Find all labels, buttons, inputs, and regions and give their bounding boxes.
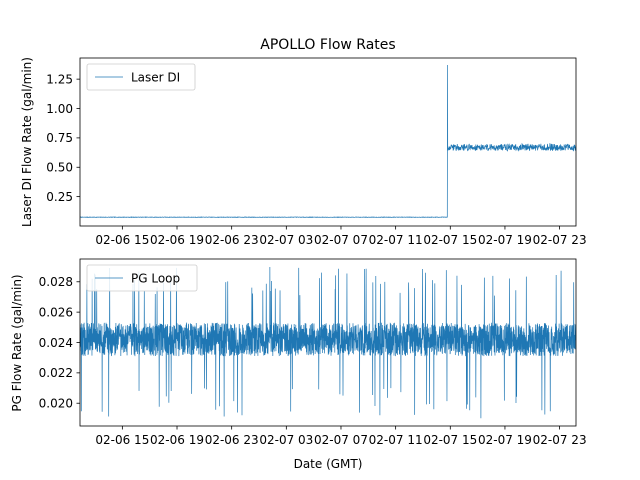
laser-di-y-ticks: 0.25 0.50 0.75 1.00 1.25 (46, 72, 80, 204)
pg-loop-y-tick-label: 0.020 (39, 397, 73, 411)
laser-di-x-tick-label: 02-07 03 (259, 233, 313, 247)
laser-di-series-group (80, 65, 576, 219)
laser-di-legend-label: Laser DI (131, 71, 180, 85)
pg-loop-x-tick-label: 02-07 03 (259, 433, 313, 447)
laser-di-x-tick-label: 02-07 23 (533, 233, 587, 247)
pg-loop-y-tick-label: 0.028 (39, 275, 73, 289)
chart-title: APOLLO Flow Rates (260, 37, 395, 53)
pg-loop-y-tick-label: 0.024 (39, 336, 73, 350)
laser-di-y-tick-label: 0.25 (46, 190, 73, 204)
laser-di-y-tick-label: 1.25 (46, 72, 73, 86)
laser-di-x-tick-label: 02-06 23 (205, 233, 259, 247)
pg-loop-x-tick-label: 02-07 11 (369, 433, 423, 447)
laser-di-y-tick-label: 0.75 (46, 131, 73, 145)
pg-loop-series-group (80, 266, 576, 419)
pg-loop-x-tick-label: 02-07 19 (478, 433, 532, 447)
pg-loop-legend-box (86, 264, 198, 292)
laser-di-y-axis-label: Laser DI Flow Rate (gal/min) (20, 57, 34, 227)
pg-loop-x-tick-label: 02-06 15 (95, 433, 149, 447)
pg-loop-series-line (80, 266, 576, 419)
pg-loop-x-tick-label: 02-07 15 (423, 433, 477, 447)
laser-di-x-tick-label: 02-07 15 (423, 233, 477, 247)
laser-di-y-tick-label: 1.00 (46, 102, 73, 116)
x-axis-label: Date (GMT) (294, 457, 363, 471)
laser-di-x-tick-label: 02-07 11 (369, 233, 423, 247)
laser-di-x-tick-label: 02-07 07 (314, 233, 368, 247)
pg-loop-x-tick-label: 02-07 23 (533, 433, 587, 447)
pg-loop-legend: PG Loop (86, 264, 198, 292)
pg-loop-x-tick-label: 02-07 07 (314, 433, 368, 447)
laser-di-x-tick-label: 02-06 19 (150, 233, 204, 247)
pg-loop-panel: 02-06 15 02-06 19 02-06 23 02-07 03 02-07 07… (10, 258, 587, 471)
laser-di-x-tick-label: 02-06 15 (95, 233, 149, 247)
laser-di-legend: Laser DI (86, 63, 196, 91)
laser-di-x-tick-label: 02-07 19 (478, 233, 532, 247)
pg-loop-x-tick-label: 02-06 19 (150, 433, 204, 447)
laser-di-legend-box (86, 63, 196, 91)
pg-loop-y-tick-label: 0.026 (39, 305, 73, 319)
laser-di-axes-frame (79, 57, 577, 227)
laser-di-series-line (80, 65, 576, 219)
pg-loop-y-axis-label: PG Flow Rate (gal/min) (10, 274, 24, 411)
laser-di-y-tick-label: 0.50 (46, 161, 73, 175)
pg-loop-y-ticks: 0.020 0.022 0.024 0.026 0.028 (39, 275, 80, 411)
pg-loop-x-tick-label: 02-06 23 (205, 433, 259, 447)
pg-loop-y-tick-label: 0.022 (39, 366, 73, 380)
pg-loop-legend-label: PG Loop (131, 272, 180, 286)
laser-di-x-ticks: 02-06 15 02-06 19 02-06 23 02-07 03 02-07 07… (95, 226, 587, 247)
pg-loop-x-ticks: 02-06 15 02-06 19 02-06 23 02-07 03 02-07 07… (95, 426, 587, 447)
laser-di-panel: APOLLO Flow Rates 02-06 15 02-06 19 02-06 … (20, 37, 587, 247)
